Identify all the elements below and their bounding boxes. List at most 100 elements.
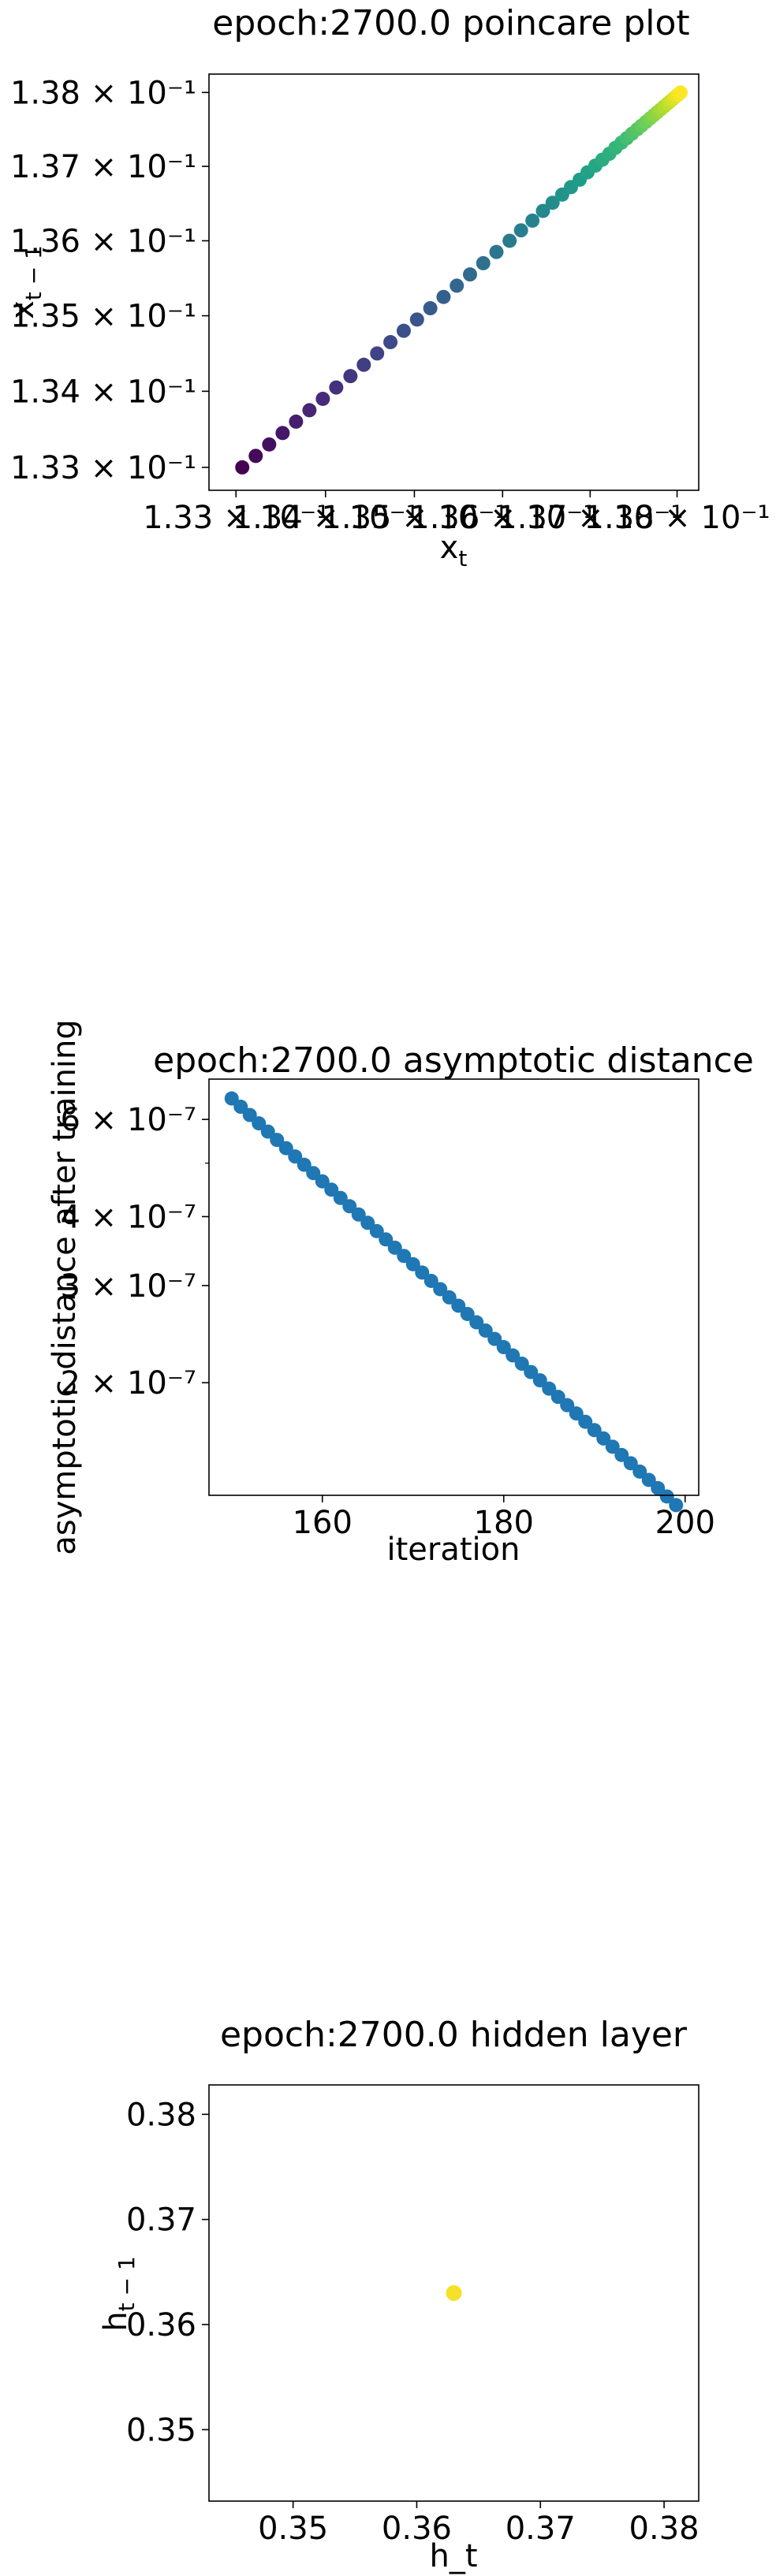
hidden-layer-y-ticks: 0.35 0.36 0.37 0.38 [126, 2097, 209, 2448]
y-tick-label: 0.35 [126, 2412, 196, 2448]
data-point [242, 1107, 257, 1122]
data-point [514, 1357, 529, 1372]
data-point [450, 278, 464, 293]
x-tick-label: 0.35 [258, 2511, 328, 2547]
x-tick-label: 1.38 × 10⁻¹ [584, 500, 770, 536]
y-tick-label: 0.38 [126, 2097, 196, 2133]
data-point [550, 1390, 565, 1405]
data-point [569, 1406, 584, 1421]
data-point [235, 460, 250, 475]
data-point [415, 1265, 430, 1280]
y-tick-label: 6 × 10⁻⁷ [61, 1102, 196, 1138]
data-point [496, 1340, 511, 1355]
y-tick-label: 4 × 10⁻⁷ [61, 1199, 196, 1235]
data-point [387, 1240, 402, 1255]
data-point [525, 213, 540, 228]
poincare-y-axis-label: xt − 1 [5, 245, 47, 319]
data-point [288, 1149, 303, 1164]
data-point [275, 426, 290, 441]
data-point [433, 1282, 448, 1297]
data-point [423, 1273, 438, 1288]
x-tick-label: 1.36 × 10⁻¹ [409, 500, 595, 536]
asymptotic-y-axis-label: asymptotic distance after training [47, 1019, 83, 1555]
data-point [623, 1456, 638, 1471]
asymptotic-title: epoch:2700.0 asymptotic distance [153, 1040, 754, 1081]
poincare-y-ticks: 1.33 × 10⁻¹ 1.34 × 10⁻¹ 1.35 × 10⁻¹ 1.36 × … [10, 75, 209, 486]
data-point [343, 369, 358, 384]
data-point [297, 1157, 312, 1172]
x-tick-label: 1.34 × 10⁻¹ [233, 500, 419, 536]
hidden-layer-x-axis-label: h_t [429, 2538, 477, 2574]
data-point [324, 1182, 339, 1197]
data-point [315, 1174, 330, 1189]
x-tick-label: 160 [293, 1505, 353, 1541]
data-point [578, 1414, 593, 1429]
data-point [252, 1116, 267, 1131]
data-point [532, 1373, 547, 1388]
data-point [596, 1431, 611, 1446]
poincare-x-axis-label: xt [440, 530, 468, 571]
data-point [360, 1215, 375, 1230]
y-tick-label: 1.34 × 10⁻¹ [10, 374, 196, 410]
data-point [248, 449, 263, 463]
data-point [278, 1141, 293, 1156]
x-tick-label: 0.38 [629, 2511, 700, 2547]
data-point [545, 195, 560, 210]
poincare-chart: epoch:2700.0 poincare plot 1.33 × 10⁻¹1.… [5, 3, 770, 571]
asymptotic-plot-frame [208, 1078, 700, 1496]
data-point [669, 1498, 684, 1513]
data-point [397, 1249, 412, 1264]
poincare-points [235, 85, 688, 475]
data-point [379, 1232, 394, 1247]
data-point [423, 301, 438, 316]
data-point [289, 414, 304, 429]
data-point [405, 1256, 420, 1271]
data-point [463, 267, 478, 282]
data-point [442, 1290, 457, 1305]
y-tick-label: 3 × 10⁻⁷ [61, 1268, 196, 1305]
hidden-layer-chart: epoch:2700.0 hidden layer 0.350.360.370.… [98, 2015, 700, 2574]
data-point [476, 255, 491, 270]
y-tick-label: 1.33 × 10⁻¹ [10, 450, 196, 486]
asymptotic-distance-chart: epoch:2700.0 asymptotic distance 2 × 10⁻… [47, 1019, 754, 1568]
data-point [651, 1480, 666, 1495]
asymptotic-y-ticks: 2 × 10⁻⁷ 3 × 10⁻⁷ 4 × 10⁻⁷ 6 × 10⁻⁷ [61, 1102, 209, 1402]
y-tick-label: 2 × 10⁻⁷ [61, 1365, 196, 1402]
y-tick-label: 1.38 × 10⁻¹ [10, 75, 196, 111]
data-point [632, 1464, 647, 1479]
data-point [436, 289, 451, 304]
x-tick-label: 1.37 × 10⁻¹ [497, 500, 683, 536]
data-point [513, 223, 528, 238]
data-point [535, 203, 550, 218]
data-point [673, 85, 688, 100]
data-point [506, 1348, 520, 1363]
data-point [224, 1091, 239, 1106]
asymptotic-x-ticks: 160 180 200 [293, 1495, 715, 1541]
hidden-layer-plot-frame [208, 2084, 700, 2502]
poincare-plot-frame [208, 73, 700, 491]
hidden-layer-y-axis-label: ht − 1 [98, 2256, 140, 2331]
data-point [446, 2285, 462, 2301]
asymptotic-x-axis-label: iteration [387, 1532, 520, 1568]
data-point [342, 1199, 357, 1214]
data-point [409, 312, 424, 327]
poincare-title: epoch:2700.0 poincare plot [212, 3, 689, 43]
poincare-x-ticks: 1.33 × 10⁻¹1.34 × 10⁻¹1.35 × 10⁻¹1.36 × … [143, 490, 770, 536]
data-point [356, 357, 371, 372]
data-point [260, 1124, 275, 1139]
data-point [306, 1166, 321, 1181]
y-tick-label: 0.37 [126, 2202, 196, 2239]
x-tick-label: 0.36 [382, 2511, 452, 2547]
data-point [489, 244, 504, 259]
data-point [542, 1381, 557, 1396]
data-point [262, 437, 277, 452]
data-point [302, 403, 317, 418]
y-tick-label: 1.36 × 10⁻¹ [10, 223, 196, 259]
data-point [524, 1364, 539, 1379]
x-tick-label: 1.33 × 10⁻¹ [143, 500, 329, 536]
data-point [369, 1223, 384, 1238]
data-point [451, 1298, 466, 1313]
asymptotic-points [224, 1091, 684, 1513]
x-tick-label: 180 [474, 1505, 534, 1541]
